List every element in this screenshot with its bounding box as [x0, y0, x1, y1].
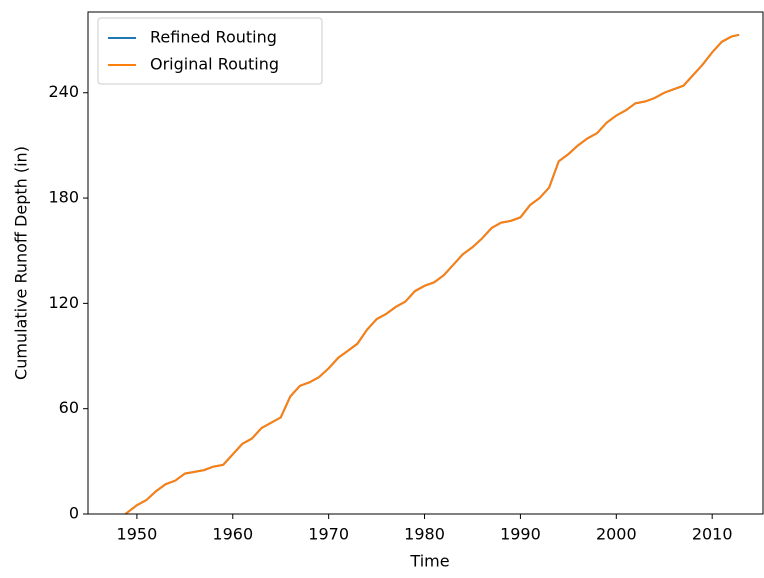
- y-tick-label: 0: [69, 504, 79, 523]
- data-line: [124, 33, 740, 515]
- data-line: [124, 33, 740, 515]
- y-tick-label: 180: [48, 188, 79, 207]
- y-tick-label: 240: [48, 82, 79, 101]
- x-tick-label: 2000: [596, 525, 637, 544]
- y-tick-label: 120: [48, 293, 79, 312]
- legend-label: Original Routing: [150, 55, 279, 74]
- x-tick-label: 1980: [404, 525, 445, 544]
- plot-frame: [87, 11, 764, 515]
- x-tick-label: 1990: [500, 525, 541, 544]
- x-tick-label: 2010: [692, 525, 733, 544]
- x-tick-label: 1950: [117, 525, 158, 544]
- x-tick-label: 1970: [308, 525, 349, 544]
- x-tick-label: 1960: [212, 525, 253, 544]
- legend-box: [97, 17, 323, 85]
- legend-label: Refined Routing: [150, 28, 277, 47]
- x-axis-label: Time: [409, 552, 449, 571]
- y-axis-label: Cumulative Runoff Depth (in): [12, 146, 31, 380]
- y-tick-label: 60: [59, 398, 79, 417]
